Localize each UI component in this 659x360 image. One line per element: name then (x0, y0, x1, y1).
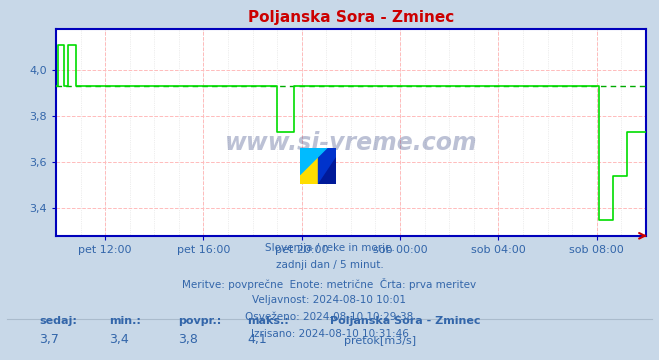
Polygon shape (300, 148, 327, 175)
Text: pretok[m3/s]: pretok[m3/s] (344, 336, 416, 346)
Text: www.si-vreme.com: www.si-vreme.com (225, 131, 477, 155)
Title: Poljanska Sora - Zminec: Poljanska Sora - Zminec (248, 10, 454, 25)
Text: Poljanska Sora - Zminec: Poljanska Sora - Zminec (330, 316, 480, 326)
Text: min.:: min.: (109, 316, 140, 326)
Text: povpr.:: povpr.: (178, 316, 221, 326)
Text: Meritve: povprečne  Enote: metrične  Črta: prva meritev: Meritve: povprečne Enote: metrične Črta:… (183, 278, 476, 289)
Text: maks.:: maks.: (247, 316, 289, 326)
Text: Veljavnost: 2024-08-10 10:01: Veljavnost: 2024-08-10 10:01 (252, 295, 407, 305)
Text: zadnji dan / 5 minut.: zadnji dan / 5 minut. (275, 260, 384, 270)
Text: 4,1: 4,1 (247, 333, 267, 346)
Text: 3,7: 3,7 (40, 333, 59, 346)
Text: 3,8: 3,8 (178, 333, 198, 346)
Polygon shape (318, 157, 336, 184)
Text: sedaj:: sedaj: (40, 316, 77, 326)
Text: Osveženo: 2024-08-10 10:29:38: Osveženo: 2024-08-10 10:29:38 (245, 312, 414, 322)
Text: Slovenija / reke in morje.: Slovenija / reke in morje. (264, 243, 395, 253)
Text: 3,4: 3,4 (109, 333, 129, 346)
Bar (318, 148, 336, 184)
Text: Izrisano: 2024-08-10 10:31:46: Izrisano: 2024-08-10 10:31:46 (250, 329, 409, 339)
